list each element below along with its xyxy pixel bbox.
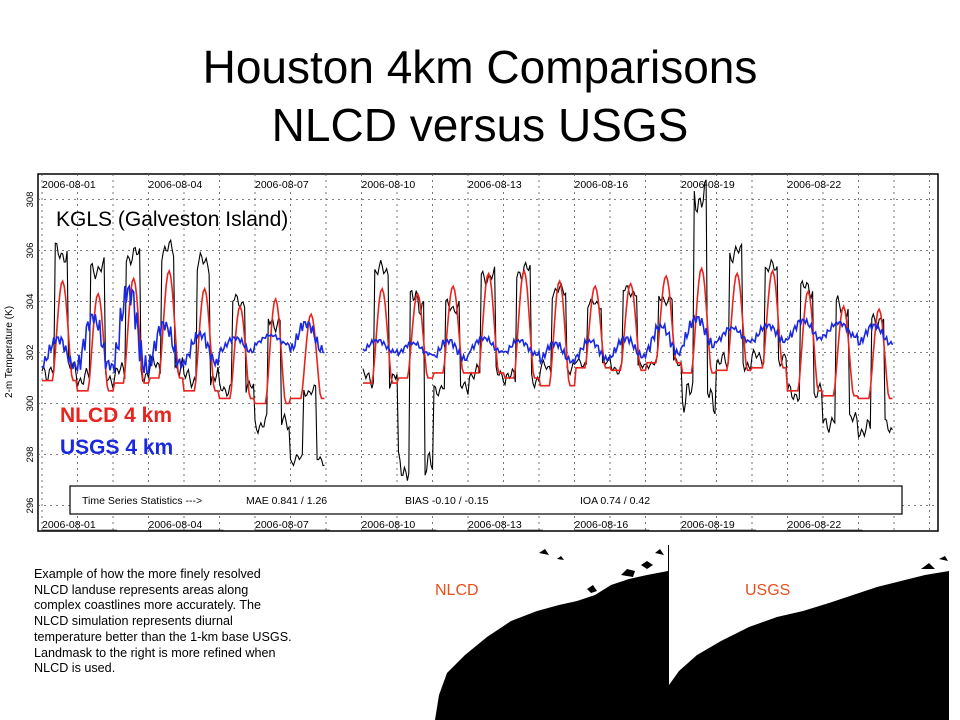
stats-mae: MAE 0.841 / 1.26	[246, 495, 327, 507]
caption-line-2: NLCD landuse represents areas along	[34, 582, 249, 597]
usgs-label: USGS	[745, 582, 790, 599]
y-axis-label: 2-m Temperature (K)	[4, 306, 15, 398]
stats-bias: BIAS -0.10 / -0.15	[405, 495, 489, 507]
series-2-segment-0	[41, 283, 325, 374]
caption-line-7: NLCD is used.	[34, 661, 116, 676]
y-tick-label-2: 300	[25, 396, 36, 412]
x-tick-label-bottom-5: 2006-08-16	[575, 519, 629, 531]
caption-line-1: Example of how the more finely resolved	[34, 567, 261, 581]
usgs-landmask-image: USGS	[669, 556, 949, 720]
stats-label: Time Series Statistics --->	[82, 495, 202, 507]
caption: Example of how the more finely resolved …	[34, 567, 384, 677]
y-tick-label-0: 296	[25, 498, 36, 514]
series-0-segment-1	[362, 179, 893, 481]
y-tick-label-1: 298	[25, 447, 36, 463]
caption-line-6: Landmask to the right is more refined wh…	[34, 645, 276, 660]
x-tick-label-bottom-2: 2006-08-07	[255, 519, 309, 531]
x-tick-label-top-5: 2006-08-16	[575, 179, 629, 191]
y-tick-label-3: 302	[25, 345, 36, 361]
usgs-landmask-panel: USGS	[668, 545, 949, 720]
series-1-segment-0	[42, 268, 325, 405]
station-label: KGLS (Galveston Island)	[56, 208, 288, 231]
y-tick-label-4: 304	[25, 294, 36, 310]
y-tick-label-6: 308	[25, 192, 36, 208]
x-tick-label-top-7: 2006-08-22	[788, 179, 842, 191]
title-line-2: NLCD versus USGS	[271, 99, 689, 151]
x-tick-label-top-2: 2006-08-07	[255, 179, 309, 191]
slide-title: Houston 4km Comparisons NLCD versus USGS	[0, 38, 960, 154]
legend-usgs: USGS 4 km	[60, 436, 173, 459]
stats-box	[69, 485, 903, 515]
series-2-segment-1	[362, 314, 894, 366]
caption-line-3: complex coastlines more accurately. The	[34, 598, 262, 613]
nlcd-landmask-panel: NLCD	[407, 545, 668, 720]
title-line-1: Houston 4km Comparisons	[202, 41, 758, 93]
x-tick-label-top-0: 2006-08-01	[42, 179, 96, 191]
x-tick-label-top-6: 2006-08-19	[681, 179, 735, 191]
x-tick-label-bottom-0: 2006-08-01	[42, 519, 96, 531]
nlcd-label: NLCD	[435, 582, 479, 599]
series-1-segment-1	[363, 266, 893, 400]
caption-line-4: NLCD simulation represents diurnal	[34, 614, 233, 629]
x-tick-label-top-3: 2006-08-10	[362, 179, 416, 191]
y-tick-labels: 296 298 300 302 304 306 308	[25, 192, 36, 514]
nlcd-landmask-image: NLCD	[435, 549, 668, 720]
stats-ioa: IOA 0.74 / 0.42	[580, 495, 650, 507]
x-tick-label-top-4: 2006-08-13	[468, 179, 522, 191]
series-lines	[41, 179, 894, 481]
x-tick-label-bottom-4: 2006-08-13	[468, 519, 522, 531]
x-tick-label-bottom-6: 2006-08-19	[681, 519, 735, 531]
legend-nlcd: NLCD 4 km	[60, 404, 172, 427]
x-tick-labels: 2006-08-01 2006-08-01 2006-08-04 2006-08-04…	[42, 179, 863, 531]
caption-line-5: temperature better than the 1-km base US…	[34, 629, 292, 644]
y-tick-label-5: 306	[25, 243, 36, 259]
x-tick-label-bottom-1: 2006-08-04	[149, 519, 203, 531]
x-tick-label-top-1: 2006-08-04	[149, 179, 203, 191]
x-tick-label-bottom-7: 2006-08-22	[788, 519, 842, 531]
x-tick-label-bottom-3: 2006-08-10	[362, 519, 416, 531]
